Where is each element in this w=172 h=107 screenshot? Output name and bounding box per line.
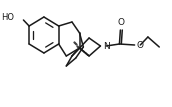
Text: HO: HO bbox=[1, 13, 14, 22]
Text: O: O bbox=[137, 41, 143, 50]
Text: N: N bbox=[103, 42, 110, 51]
Text: O: O bbox=[118, 18, 125, 27]
